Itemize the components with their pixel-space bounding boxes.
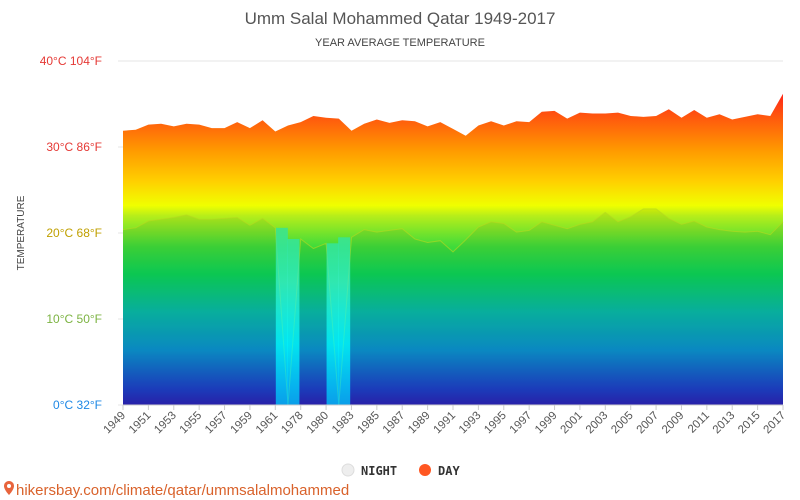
night-gap-band: [326, 243, 339, 405]
night-gap-band: [275, 227, 288, 405]
legend: NIGHT DAY: [341, 463, 460, 478]
x-tick-label: 1959: [228, 410, 255, 437]
y-tick-label: 10°C 50°F: [46, 312, 102, 326]
legend-marker-day: [419, 464, 431, 476]
night-gap-band: [338, 237, 351, 405]
x-tick-label: 1957: [203, 410, 230, 437]
y-tick-label: 30°C 86°F: [46, 140, 102, 154]
chart-title: Umm Salal Mohammed Qatar 1949-2017: [245, 9, 556, 28]
x-tick-label: 1995: [482, 410, 509, 437]
y-tick-labels: 0°C 32°F 10°C 50°F 20°C 68°F 30°C 86°F 40°C …: [40, 54, 102, 412]
legend-label-night: NIGHT: [361, 464, 397, 478]
y-axis-label: TEMPERATURE: [16, 195, 27, 270]
x-tick-label: 1978: [279, 410, 306, 437]
x-tick-label: 1980: [305, 410, 332, 437]
x-tick-label: 2005: [609, 410, 636, 437]
night-area: [123, 208, 783, 405]
y-tick-label: 20°C 68°F: [46, 226, 102, 240]
night-gap-band: [287, 239, 300, 405]
y-tick-label: 40°C 104°F: [40, 54, 102, 68]
legend-marker-night: [341, 463, 355, 477]
x-tick-label: 2011: [686, 410, 712, 436]
x-tick-label: 1949: [102, 410, 129, 437]
source-link[interactable]: hikersbay.com/climate/qatar/ummsalalmoha…: [4, 481, 349, 499]
x-tick-label: 1987: [381, 410, 408, 437]
x-tick-label: 2013: [711, 410, 738, 437]
y-tick-label: 0°C 32°F: [53, 398, 102, 412]
x-tick-label: 1953: [152, 410, 179, 437]
x-tick-label: 1999: [533, 410, 560, 437]
x-tick-label: 1991: [432, 410, 459, 437]
plot-area: [122, 93, 784, 406]
x-tick-label: 1997: [508, 410, 535, 437]
chart-subtitle: YEAR AVERAGE TEMPERATURE: [315, 37, 485, 49]
legend-label-day: DAY: [438, 464, 460, 478]
x-tick-label: 1993: [457, 410, 484, 437]
x-tick-label: 1961: [254, 410, 281, 437]
x-tick-label: 1983: [330, 410, 357, 437]
x-tick-label: 2009: [660, 410, 687, 437]
x-tick-label: 2015: [736, 410, 763, 437]
x-tick-label: 1989: [406, 410, 433, 437]
map-pin-icon: [4, 481, 14, 495]
x-tick-label: 2007: [635, 410, 662, 437]
x-tick-label: 2003: [584, 410, 611, 437]
legend-item-night[interactable]: NIGHT: [341, 463, 397, 478]
source-url: hikersbay.com/climate/qatar/ummsalalmoha…: [16, 482, 349, 499]
x-tick-label: 2017: [762, 410, 789, 437]
x-tick-label: 1951: [127, 410, 154, 437]
x-tick-labels: 1949195119531955195719591961197819801983…: [102, 404, 789, 437]
x-tick-label: 1955: [178, 410, 205, 437]
x-tick-label: 1985: [355, 410, 382, 437]
x-tick-label: 2001: [558, 410, 585, 437]
legend-item-day[interactable]: DAY: [419, 464, 460, 478]
night-line: [122, 208, 784, 406]
